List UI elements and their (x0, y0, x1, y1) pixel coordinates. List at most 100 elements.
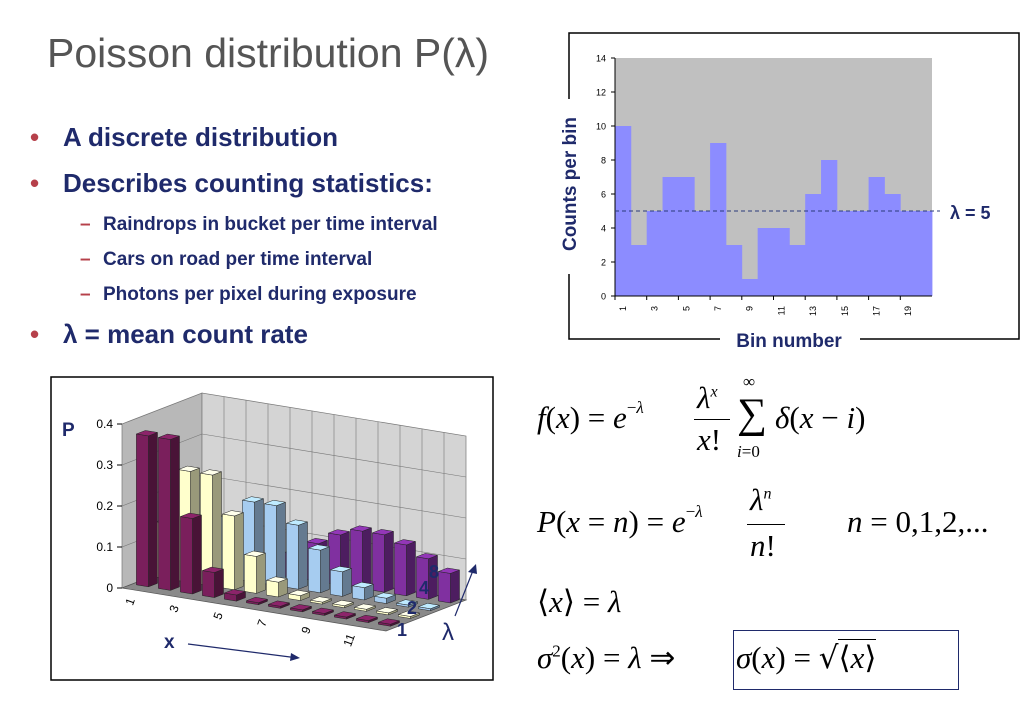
bar-top (397, 610, 421, 617)
bullet-dot: • (30, 168, 40, 198)
bar-top (331, 600, 355, 606)
sub-bullet-dash: – (80, 214, 91, 235)
lambda-axis-arrow (454, 567, 475, 617)
bar-3d (415, 553, 439, 600)
mean-line-label: λ = 5 (950, 203, 991, 223)
bar-side (384, 530, 394, 593)
x-axis-title: x (164, 632, 175, 653)
bar-top (355, 614, 379, 621)
histogram-bar (757, 228, 774, 296)
lambda-axis-title: λ (442, 619, 454, 646)
y-tick-label: 12 (596, 88, 606, 98)
histogram-bar (773, 228, 790, 296)
bar-3d (199, 469, 223, 587)
bar-side (148, 432, 158, 588)
lambda-tick-label: 1 (397, 620, 407, 640)
bar-top (263, 499, 287, 506)
histogram-bar (836, 211, 854, 296)
bar-3d (267, 600, 291, 609)
z-tick-label: 0 (106, 581, 113, 595)
bullet-text: Describes counting statistics: (63, 168, 433, 198)
bar-top (393, 539, 417, 546)
bar-front (264, 503, 277, 586)
histogram-bar (662, 177, 679, 296)
lambda-tick-label: 4 (419, 578, 429, 598)
bar-front (244, 554, 257, 594)
bar-front (136, 433, 149, 588)
bar-top (373, 592, 397, 599)
bar-front (352, 585, 365, 601)
bar-top (307, 544, 331, 551)
bar-3d (353, 603, 377, 612)
bar-top (285, 519, 309, 526)
bar-side (362, 527, 372, 590)
bar-top (241, 496, 265, 503)
sigma-result-box (733, 630, 959, 690)
y-axis-title: Counts per bin (560, 117, 581, 251)
histogram-bar (900, 211, 917, 296)
bar-front (180, 516, 193, 595)
x-tick-label: 11 (340, 632, 358, 649)
bullet-dot: • (30, 319, 40, 349)
x-tick-label: 7 (254, 617, 270, 628)
bar-side (214, 568, 224, 598)
bar-3d (245, 597, 269, 606)
bar-top (201, 566, 225, 573)
bar-top (415, 553, 439, 560)
histogram-bar (630, 245, 648, 296)
bar-top (395, 599, 419, 606)
bar-top (329, 566, 353, 573)
z-tick-label: 0.2 (96, 499, 113, 513)
bar-3d (179, 512, 203, 595)
bullet-text: λ = mean count rate (63, 319, 308, 349)
histogram-bar (710, 143, 727, 296)
lambda-tick-label: 8 (429, 562, 439, 582)
bar-3d (223, 589, 247, 602)
bar-front (438, 571, 451, 604)
bar-3d (309, 596, 333, 605)
bar-top (243, 550, 267, 557)
bar-3d (375, 607, 399, 616)
bar-top (157, 433, 181, 440)
bar-front (330, 569, 343, 597)
x-tick-label: 9 (745, 306, 755, 311)
histogram-bar (694, 211, 711, 296)
bar-side (450, 569, 460, 604)
x-tick-label: 11 (776, 306, 786, 315)
x-tick-label: 1 (122, 596, 138, 607)
bar-side (192, 514, 202, 595)
sub-bullet-cars: – Cars on road per time interval (30, 249, 530, 284)
equation-f-definition: f(x) = e−λ λx x! ∞ ∑ i=0 δ(x − i) (537, 372, 866, 461)
x-tick-label: 5 (210, 610, 226, 621)
x-tick-label: 15 (840, 306, 850, 316)
bar-side (276, 501, 286, 587)
bar-side (256, 552, 266, 594)
histogram-bar (821, 160, 838, 296)
bar-3d (393, 539, 417, 597)
bar-3d (263, 499, 287, 587)
y-tick-label: 4 (601, 224, 606, 234)
equation-sigma-sqrt: σ(x) = √⟨x⟩ (736, 639, 877, 676)
sub-bullet-raindrops: – Raindrops in bucket per time interval (30, 214, 530, 249)
bar-top (287, 589, 311, 596)
equation-variance: σ2(x) = λ ⇒ (537, 640, 676, 675)
bar-3d (377, 618, 401, 627)
bar-top (327, 529, 351, 536)
x-tick-label: 9 (298, 624, 314, 635)
bar-top (349, 525, 373, 532)
bar-top (377, 618, 401, 625)
bar-3d (355, 614, 379, 624)
bar-side (298, 521, 308, 590)
bar-3d (397, 610, 421, 619)
histogram-bar (868, 177, 885, 296)
bar-top (265, 576, 289, 583)
sub-bullet-dash: – (80, 284, 91, 305)
bar-front (286, 523, 299, 590)
histogram-bar (725, 245, 743, 296)
bullet-text: A discrete distribution (63, 122, 338, 152)
bar-3d (349, 525, 373, 590)
x-tick-label: 17 (872, 306, 882, 316)
histogram-bar (916, 211, 933, 296)
z-tick-label: 0.4 (96, 417, 113, 431)
